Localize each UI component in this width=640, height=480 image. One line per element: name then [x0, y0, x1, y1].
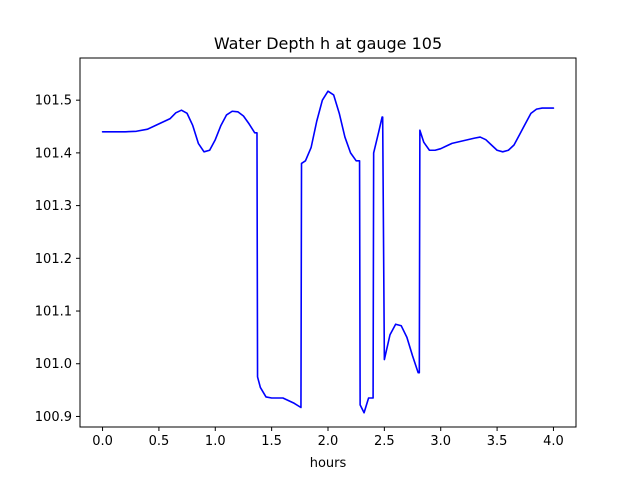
y-tick-label: 101.3	[35, 199, 72, 214]
x-axis-label: hours	[310, 456, 347, 471]
y-tick-label: 101.1	[35, 305, 72, 320]
x-tick-label: 0.5	[149, 434, 170, 449]
axes-frame	[79, 57, 577, 428]
chart-title: Water Depth h at gauge 105	[214, 34, 442, 53]
y-tick-label: 101.5	[35, 94, 72, 109]
x-tick-label: 1.5	[261, 434, 282, 449]
x-tick-label: 4.0	[543, 434, 564, 449]
series-line-0	[101, 90, 555, 414]
x-tick-label: 2.5	[374, 434, 395, 449]
plot-area	[101, 90, 555, 414]
x-axis-ticks: 0.0 0.5 1.0 1.5 2.0 2.5 3.0 3.5 4.0	[92, 427, 564, 449]
x-tick-label: 1.0	[205, 434, 226, 449]
y-tick-label: 101.4	[35, 146, 72, 161]
x-tick-label: 0.0	[92, 434, 113, 449]
y-tick-label: 100.9	[35, 410, 72, 425]
y-tick-label: 101.2	[35, 252, 72, 267]
x-tick-label: 3.0	[430, 434, 451, 449]
y-tick-label: 101.0	[35, 357, 72, 372]
x-tick-label: 2.0	[318, 434, 339, 449]
y-axis-ticks: 100.9 101.0 101.1 101.2 101.3 101.4 101.5	[35, 94, 80, 425]
x-tick-label: 3.5	[487, 434, 508, 449]
